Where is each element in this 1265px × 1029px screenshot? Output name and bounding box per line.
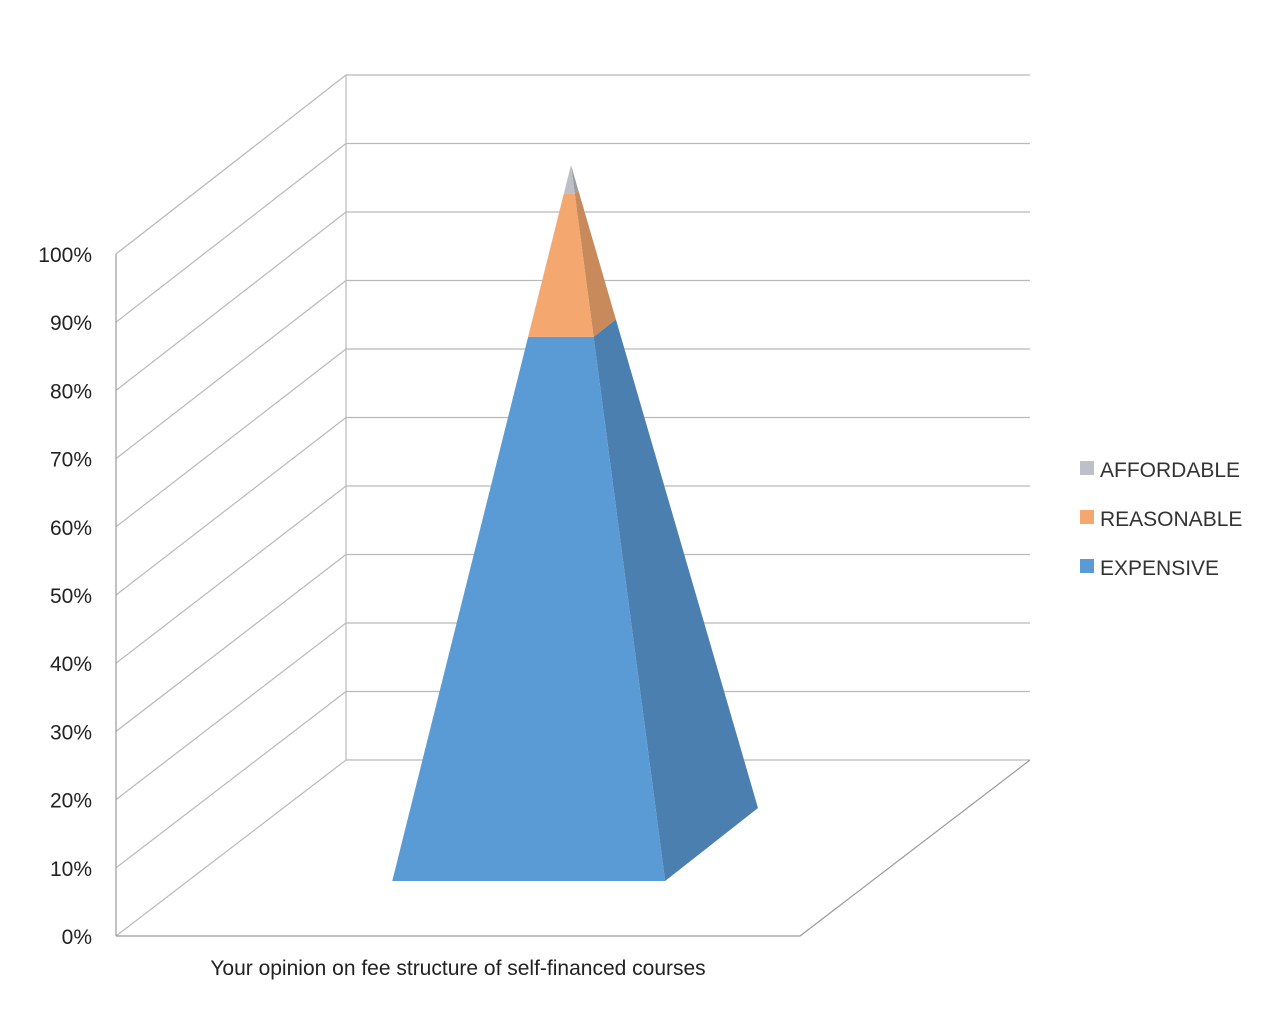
grid-layer <box>115 74 1031 937</box>
y-tick-label: 80% <box>50 380 92 403</box>
legend: AFFORDABLE REASONABLE EXPENSIVE <box>1080 459 1242 580</box>
legend-label-affordable: AFFORDABLE <box>1100 459 1240 482</box>
y-tick-label: 90% <box>50 312 92 335</box>
legend-label-expensive: EXPENSIVE <box>1100 557 1219 580</box>
y-tick-label: 100% <box>38 244 92 267</box>
y-tick-label: 10% <box>50 858 92 881</box>
y-tick-label: 40% <box>50 653 92 676</box>
y-tick-label: 60% <box>50 517 92 540</box>
pyramid-segment-affordable <box>563 165 575 194</box>
pyramid-segment-side-affordable <box>571 165 579 194</box>
pyramid-layer <box>392 165 758 882</box>
pyramid-segment-expensive <box>392 336 666 882</box>
y-axis-ticks: 0% 10% 20% 30% 40% 50% 60% 70% 80% 90% 100% <box>38 244 92 949</box>
floor-edge <box>116 759 1031 937</box>
y-tick-label: 50% <box>50 585 92 608</box>
legend-swatch-expensive <box>1080 559 1094 573</box>
y-tick-label: 0% <box>62 926 92 949</box>
y-tick-label: 70% <box>50 449 92 472</box>
pyramid-segment-side-expensive <box>593 319 758 881</box>
y-tick-label: 30% <box>50 721 92 744</box>
category-label: Your opinion on fee structure of self-fi… <box>210 957 705 980</box>
y-tick-label: 20% <box>50 790 92 813</box>
pyramid-segment-side-reasonable <box>574 190 616 337</box>
legend-label-reasonable: REASONABLE <box>1100 508 1242 531</box>
pyramid-segment-reasonable <box>528 193 594 337</box>
legend-swatch-affordable <box>1080 461 1094 475</box>
legend-swatch-reasonable <box>1080 510 1094 524</box>
